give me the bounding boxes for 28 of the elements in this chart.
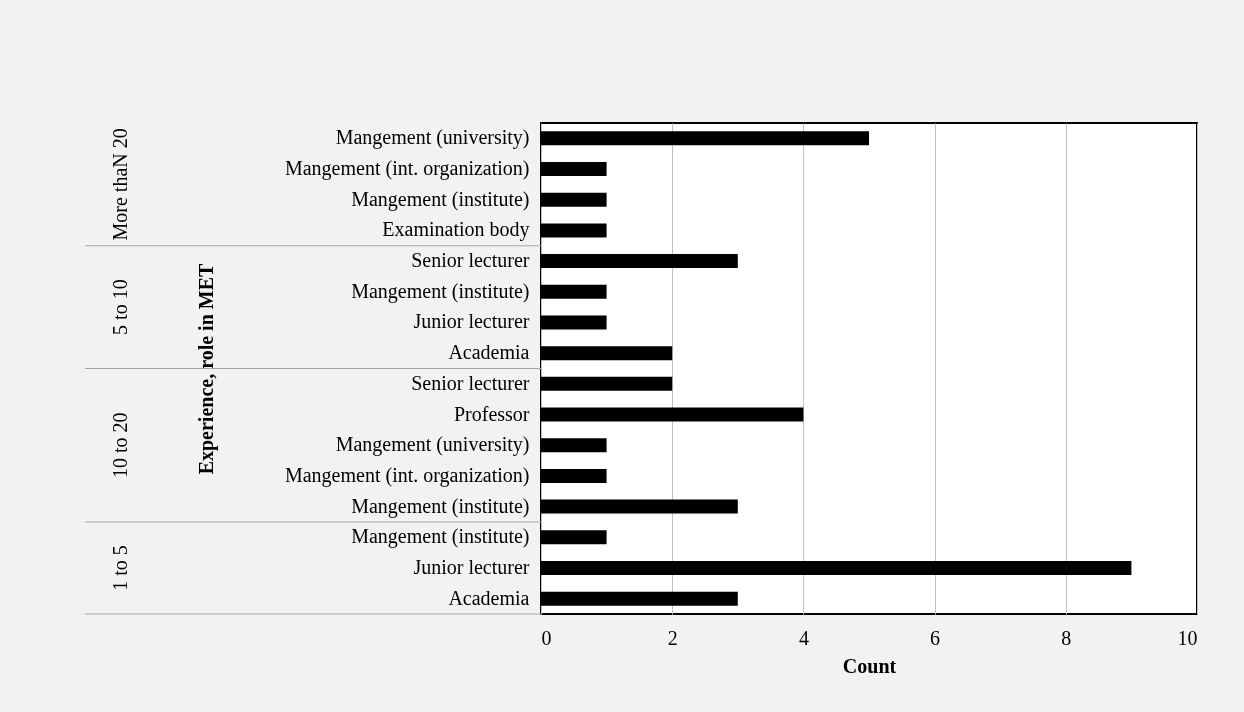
x-tick-label: 0 xyxy=(541,626,552,649)
text: 10 to 20 xyxy=(109,412,131,478)
y-axis-title: Experience, role in MET xyxy=(194,262,218,475)
x-tick-label: 4 xyxy=(798,626,809,649)
x-tick-label: 6 xyxy=(930,626,941,649)
y-tick-label: Mangement (institute) xyxy=(351,525,530,549)
y-tick-label: Mangement (institute) xyxy=(351,494,530,518)
y-tick-label: Mangement (int. organization) xyxy=(284,157,530,181)
y-tick-label: Examination body xyxy=(382,218,530,242)
y-tick-label: Mangement (institute) xyxy=(351,187,530,211)
y-tick-label: Senior lecturer xyxy=(411,249,530,272)
x-axis-title: Count xyxy=(842,654,897,677)
text: More thaN 20 xyxy=(109,128,131,241)
y-tick-label: Academia xyxy=(448,341,530,364)
text: 5 to 10 xyxy=(109,279,131,335)
x-tick-label: 10 xyxy=(1177,626,1198,649)
y-tick-label: Mangement (university) xyxy=(335,126,530,150)
y-tick-label: Junior lecturer xyxy=(413,555,530,578)
y-tick-label: Senior lecturer xyxy=(411,371,530,394)
y-tick-label: Mangement (university) xyxy=(335,433,530,457)
y-tick-label: Professor xyxy=(453,402,530,425)
y-tick-label: Junior lecturer xyxy=(413,310,530,333)
y-tick-label: Academia xyxy=(448,586,530,609)
y-tick-label: Mangement (institute) xyxy=(351,279,530,303)
text: 1 to 5 xyxy=(109,545,131,591)
x-tick-label: 2 xyxy=(667,626,678,649)
x-tick-label: 8 xyxy=(1061,626,1072,649)
y-tick-label: Mangement (int. organization) xyxy=(284,463,530,487)
